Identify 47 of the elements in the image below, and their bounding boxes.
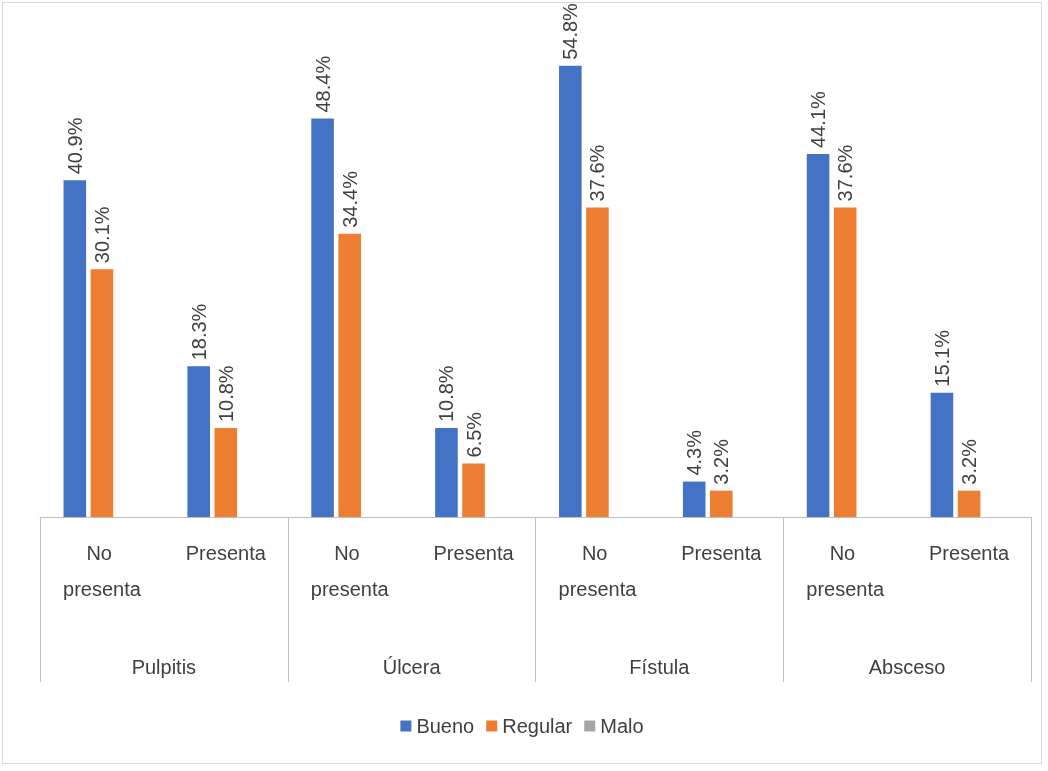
data-label: 10.8% bbox=[214, 365, 237, 423]
data-label: 4.3% bbox=[683, 429, 706, 476]
text: Absceso bbox=[868, 656, 946, 678]
data-label: 40.9% bbox=[63, 117, 86, 175]
x-tick-label: No presenta bbox=[558, 542, 638, 600]
bar bbox=[806, 153, 830, 517]
bar bbox=[930, 392, 954, 517]
data-label: 34.4% bbox=[338, 170, 361, 228]
bar bbox=[682, 481, 706, 517]
bar bbox=[187, 366, 210, 517]
data-label: 18.3% bbox=[187, 303, 210, 361]
data-label: 3.2% bbox=[958, 438, 981, 485]
data-label: 37.6% bbox=[586, 144, 609, 202]
bar bbox=[833, 207, 857, 517]
bar bbox=[90, 269, 114, 517]
x-tick-label: Presenta bbox=[185, 542, 267, 564]
x-tick-label: Presenta bbox=[681, 542, 763, 564]
data-label: 54.8% bbox=[559, 2, 582, 60]
bar bbox=[586, 207, 609, 517]
legend-label: Malo bbox=[600, 715, 644, 737]
legend-label: Bueno bbox=[416, 715, 475, 737]
data-label: 6.5% bbox=[462, 411, 485, 458]
bar bbox=[338, 233, 361, 517]
x-tick-label: Presenta bbox=[433, 542, 515, 564]
text: Fístula bbox=[629, 656, 691, 678]
text: Úlcera bbox=[382, 656, 442, 678]
legend-label: Regular bbox=[502, 715, 573, 737]
bar bbox=[214, 428, 238, 517]
data-label: 37.6% bbox=[834, 144, 857, 202]
text: Pulpitis bbox=[131, 656, 197, 678]
data-label: 3.2% bbox=[710, 438, 733, 485]
bar bbox=[63, 180, 87, 517]
bar bbox=[462, 463, 485, 517]
x-tick-label: No presenta bbox=[806, 542, 885, 600]
data-label: 48.4% bbox=[311, 55, 334, 113]
bar bbox=[559, 65, 582, 517]
x-tick-label: No presenta bbox=[63, 542, 142, 600]
data-label: 15.1% bbox=[930, 329, 953, 387]
bar bbox=[710, 490, 733, 517]
bar bbox=[435, 428, 458, 517]
bar bbox=[311, 118, 334, 517]
x-tick-label: Presenta bbox=[929, 542, 1010, 564]
x-tick-label: No presenta bbox=[310, 542, 390, 600]
data-label: 44.1% bbox=[807, 90, 830, 148]
bar bbox=[957, 490, 981, 517]
data-label: 30.1% bbox=[90, 206, 113, 264]
data-label: 10.8% bbox=[435, 365, 458, 423]
